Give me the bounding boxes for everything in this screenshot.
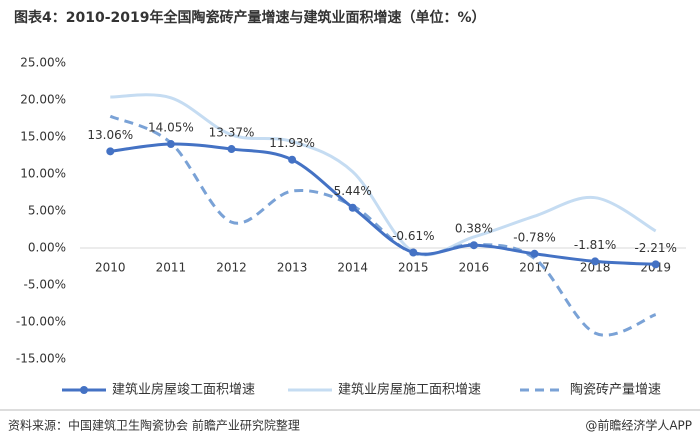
x-tick-label: 2016 (459, 261, 490, 275)
series-line (110, 93, 657, 257)
data-label: -1.81% (574, 238, 616, 252)
y-tick-label: 15.00% (20, 130, 66, 144)
data-label: -0.61% (392, 229, 434, 243)
y-tick-label: 10.00% (20, 167, 66, 181)
point-marker (530, 249, 539, 258)
y-tick-label: -10.00% (16, 315, 66, 329)
y-tick-label: 25.00% (20, 56, 66, 70)
data-label: -2.21% (634, 241, 676, 255)
data-label: 11.93% (269, 136, 315, 150)
data-label: 13.37% (209, 126, 255, 140)
x-tick-label: 2011 (156, 261, 187, 275)
point-marker (166, 140, 175, 149)
legend-label: 陶瓷砖产量增速 (570, 382, 661, 398)
x-tick-label: 2012 (216, 261, 247, 275)
x-tick-label: 2013 (277, 261, 308, 275)
x-tick-label: 2018 (580, 261, 611, 275)
legend-label: 建筑业房屋竣工面积增速 (112, 382, 255, 398)
data-label: 5.44% (334, 184, 372, 198)
chart-title: 图表4：2010-2019年全国陶瓷砖产量增速与建筑业面积增速（单位：%） (14, 9, 486, 26)
credit: @前瞻经济学人APP (585, 418, 692, 433)
y-tick-label: 0.00% (28, 241, 66, 255)
legend-label: 建筑业房屋施工面积增速 (338, 382, 481, 398)
x-tick-label: 2010 (95, 261, 126, 275)
point-marker (591, 257, 600, 266)
y-tick-label: -5.00% (24, 278, 66, 292)
point-marker (651, 260, 660, 269)
x-tick-label: 2015 (398, 261, 429, 275)
y-tick-label: 5.00% (28, 204, 66, 218)
point-marker (469, 241, 478, 250)
data-label: 0.38% (455, 222, 493, 236)
data-label: 14.05% (148, 121, 194, 135)
series-line (109, 114, 657, 337)
legend-marker (80, 386, 88, 394)
point-marker (106, 147, 115, 156)
point-marker (288, 155, 297, 164)
data-label: -0.78% (513, 230, 555, 244)
point-marker (348, 203, 357, 212)
point-marker (409, 248, 418, 257)
x-tick-label: 2014 (337, 261, 368, 275)
y-tick-label: 20.00% (20, 93, 66, 107)
series-line (110, 142, 656, 266)
y-tick-label: -15.00% (16, 352, 66, 366)
data-label: 13.06% (87, 128, 133, 142)
point-marker (227, 145, 236, 154)
source: 资料来源：中国建筑卫生陶瓷协会 前瞻产业研究院整理 (8, 418, 300, 433)
